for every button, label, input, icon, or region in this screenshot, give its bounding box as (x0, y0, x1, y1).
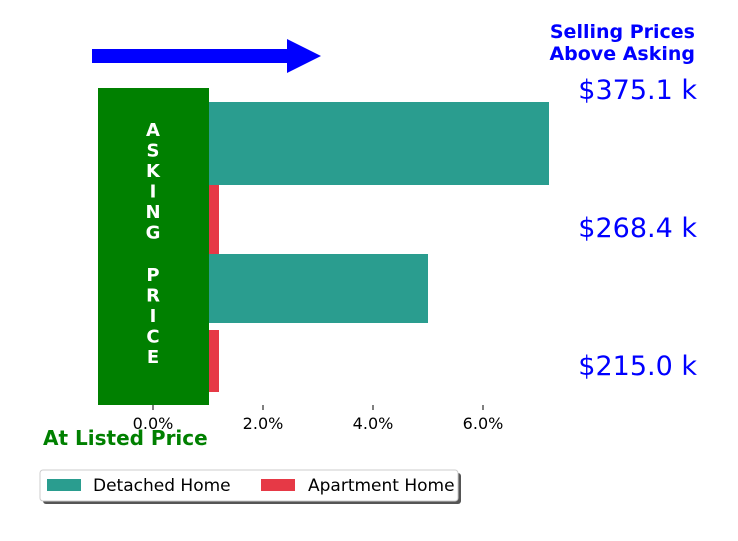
price-label-top: $375.1 k (578, 75, 697, 106)
price-label-middle: $268.4 k (578, 213, 697, 244)
price-label-bottom: $215.0 k (578, 351, 697, 382)
asking-price-box (98, 88, 209, 405)
bars-layer (153, 102, 549, 392)
legend-swatch-apartment (261, 479, 295, 491)
x-axis: 0.0% 2.0% 4.0% 6.0% (133, 405, 504, 433)
header-line-2: Above Asking (549, 43, 695, 65)
asking-price-letter: S (147, 141, 160, 162)
asking-price-letter: C (146, 327, 159, 348)
asking-price-letter: P (146, 265, 159, 286)
x-tick-label: 4.0% (353, 414, 394, 433)
asking-price-letter: R (146, 286, 160, 307)
x-tick-label: 6.0% (463, 414, 504, 433)
x-tick-label: 0.0% (133, 414, 174, 433)
legend-swatch-detached (47, 479, 81, 491)
asking-price-letter: E (147, 347, 159, 368)
asking-price-letter: A (146, 120, 160, 141)
legend: Detached Home Apartment Home (39, 469, 461, 504)
asking-price-letter: N (145, 202, 160, 223)
bar-detached-1 (153, 102, 549, 185)
asking-price-letter: I (150, 182, 157, 203)
asking-price-letter: K (146, 161, 161, 182)
asking-price-letter: I (150, 306, 157, 327)
asking-price-letter: G (146, 223, 161, 244)
x-tick-label: 2.0% (243, 414, 284, 433)
legend-label-detached: Detached Home (93, 476, 231, 496)
right-arrow-icon (92, 39, 321, 73)
legend-label-apartment: Apartment Home (308, 476, 455, 496)
header-line-1: Selling Prices (550, 21, 695, 43)
at-listed-price-label: At Listed Price (43, 426, 208, 450)
legend-frame (39, 469, 459, 502)
